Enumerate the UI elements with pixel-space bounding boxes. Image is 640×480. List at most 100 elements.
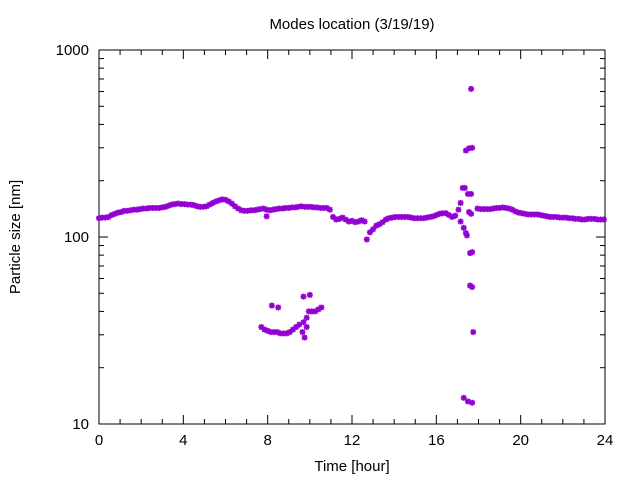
- data-point: [286, 329, 293, 336]
- data-point: [130, 206, 137, 213]
- data-point: [550, 213, 557, 220]
- data-point: [483, 206, 490, 213]
- data-point: [266, 207, 273, 214]
- data-point: [521, 210, 528, 217]
- data-point: [370, 226, 377, 233]
- data-point: [257, 206, 264, 213]
- data-point: [225, 198, 232, 205]
- data-point: [597, 216, 604, 223]
- data-point: [203, 203, 210, 210]
- data-point: [247, 207, 254, 214]
- data-point: [307, 203, 314, 210]
- data-point: [133, 206, 140, 213]
- data-point: [190, 202, 197, 209]
- data-point: [464, 190, 471, 197]
- data-point: [102, 214, 109, 221]
- data-points: [96, 85, 607, 406]
- data-point: [559, 214, 566, 221]
- data-point: [168, 201, 175, 208]
- data-point: [358, 217, 365, 224]
- data-point: [277, 330, 284, 337]
- data-point: [417, 215, 424, 222]
- x-tick-label: 8: [263, 432, 271, 449]
- data-point: [464, 398, 471, 405]
- data-point: [382, 216, 389, 223]
- data-point: [194, 203, 201, 210]
- data-point: [273, 206, 280, 213]
- data-point: [600, 216, 607, 223]
- data-point: [118, 209, 125, 216]
- data-point: [219, 196, 226, 203]
- x-tick-label: 12: [344, 432, 361, 449]
- data-point: [306, 291, 313, 298]
- data-point: [143, 205, 150, 212]
- data-point: [308, 308, 315, 315]
- data-point: [385, 215, 392, 222]
- data-point: [376, 221, 383, 228]
- data-point: [515, 209, 522, 216]
- y-tick-label: 10: [72, 416, 89, 433]
- data-point: [121, 207, 128, 214]
- data-point: [462, 230, 469, 237]
- data-point: [311, 204, 318, 211]
- data-point: [468, 85, 475, 92]
- data-point: [152, 204, 159, 211]
- data-point: [268, 302, 275, 309]
- axes-frame: [98, 49, 606, 425]
- data-point: [469, 144, 476, 151]
- data-point: [267, 329, 274, 336]
- data-point: [264, 327, 271, 334]
- data-point: [528, 211, 535, 218]
- data-point: [162, 203, 169, 210]
- data-point: [333, 216, 340, 223]
- data-point: [575, 215, 582, 222]
- data-point: [300, 293, 307, 300]
- chart-title: Modes location (3/19/19): [269, 16, 434, 33]
- data-point: [470, 329, 477, 336]
- data-point: [238, 207, 245, 214]
- data-point: [305, 308, 312, 315]
- data-point: [531, 211, 538, 218]
- data-point: [460, 224, 467, 231]
- data-point: [184, 201, 191, 208]
- data-point: [114, 209, 121, 216]
- data-point: [352, 219, 359, 226]
- data-point: [572, 215, 579, 222]
- data-point: [137, 206, 144, 213]
- data-point: [244, 207, 251, 214]
- data-point: [547, 213, 554, 220]
- data-point: [231, 203, 238, 210]
- data-point: [296, 321, 303, 328]
- x-tick-label: 0: [95, 432, 103, 449]
- data-point: [502, 204, 509, 211]
- data-point: [398, 213, 405, 220]
- data-point: [318, 304, 325, 311]
- data-point: [496, 204, 503, 211]
- data-point: [258, 324, 265, 331]
- data-point: [127, 207, 134, 214]
- data-point: [466, 145, 473, 152]
- data-point: [241, 207, 248, 214]
- data-point: [209, 199, 216, 206]
- data-point: [423, 214, 430, 221]
- data-point: [581, 216, 588, 223]
- data-point: [408, 214, 415, 221]
- data-point: [312, 308, 319, 315]
- data-point: [124, 207, 131, 214]
- data-point: [301, 203, 308, 210]
- data-point: [345, 218, 352, 225]
- y-axis-label: Particle size [nm]: [7, 180, 24, 294]
- data-point: [591, 215, 598, 222]
- data-point: [553, 213, 560, 220]
- data-point: [455, 206, 462, 213]
- data-point: [468, 190, 475, 197]
- data-point: [317, 204, 324, 211]
- data-point: [404, 213, 411, 220]
- data-point: [449, 213, 456, 220]
- data-point: [537, 212, 544, 219]
- data-point: [373, 222, 380, 229]
- data-point: [149, 204, 156, 211]
- data-point: [477, 206, 484, 213]
- data-point: [469, 284, 476, 291]
- data-point: [235, 205, 242, 212]
